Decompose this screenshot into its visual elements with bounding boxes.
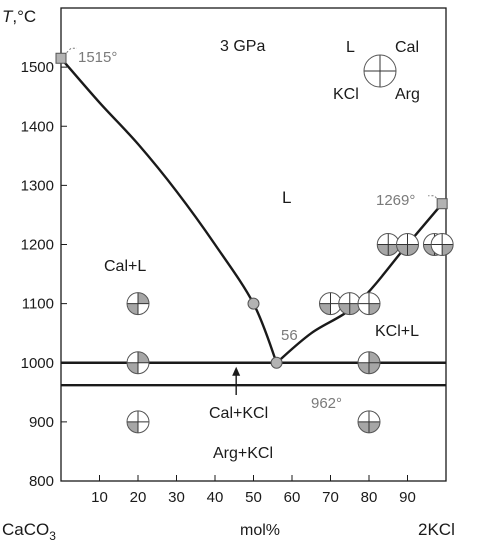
symbol-quadrant-fill: [396, 244, 408, 256]
y-tick-label: 900: [29, 414, 54, 431]
symbol-quadrant-fill: [127, 362, 138, 374]
x-axis-label: mol%: [240, 522, 280, 539]
symbol-outline: [357, 351, 381, 375]
field-label-cal-l: Cal+L: [104, 258, 146, 275]
eutectic-point: [270, 356, 283, 369]
experiment-symbol: [126, 351, 150, 375]
symbol-outline: [396, 233, 419, 256]
y-tick-label: 1400: [21, 118, 54, 135]
x-tick-label: 50: [245, 489, 262, 506]
label-layer: T,°C 3 GPa CaCO3 mol% 2KCl L Cal+L KCl+L…: [2, 7, 455, 543]
symbol-quadrant-fill: [127, 421, 138, 433]
legend-label-top-right: Cal: [395, 39, 419, 56]
symbol-outline: [126, 292, 150, 316]
symbol-outline: [363, 54, 397, 88]
y-tick-label: 1500: [21, 59, 54, 76]
symbol-quadrant-fill: [138, 292, 149, 304]
experiment-symbol: [126, 292, 150, 316]
field-label-cal-kcl: Cal+KCl: [209, 405, 268, 422]
field-label-liquid: L: [282, 188, 291, 207]
experiment-symbol: [357, 292, 381, 316]
x-tick-label: 40: [207, 489, 224, 506]
y-tick-label: 1300: [21, 177, 54, 194]
experiment-symbol: [338, 292, 362, 316]
liquidus-curve-calcite: [60, 57, 278, 364]
melting-point-label-caco3: 1515°: [78, 49, 117, 66]
y-tick-label: 1100: [22, 296, 54, 313]
symbol-quadrant-fill: [127, 303, 138, 315]
field-label-kcl-l: KCl+L: [375, 323, 419, 340]
symbol-quadrant-fill: [369, 303, 380, 315]
symbol-quadrant-fill: [442, 244, 454, 256]
symbol-quadrant-fill: [369, 351, 380, 363]
x-right-endmember: 2KCl: [418, 520, 455, 539]
y-axis-label: T,°C: [2, 7, 36, 26]
y-tick-label: 1200: [21, 237, 54, 254]
experiment-symbol: [396, 233, 419, 256]
tick-layer: 800 900 1000 1100 1200 1300 1400 1500 10 20 30 40 50…: [21, 59, 416, 506]
field-label-arg-kcl: Arg+KCl: [213, 445, 273, 462]
legend-label-bottom-left: KCl: [333, 86, 359, 103]
x-tick-label: 90: [399, 489, 416, 506]
point-layer: [55, 52, 454, 434]
experiment-symbol: [430, 233, 454, 256]
experiment-symbol: [376, 233, 400, 256]
x-tick-label: 10: [91, 489, 108, 506]
y-tick-label: 1000: [21, 355, 54, 372]
symbol-quadrant-fill: [407, 244, 419, 256]
x-left-endmember: CaCO3: [2, 520, 56, 543]
symbol-quadrant-fill: [338, 303, 350, 315]
liquidus-point: [247, 297, 260, 310]
x-tick-label: 70: [322, 489, 339, 506]
symbol-quadrant-fill: [369, 421, 380, 433]
symbol-outline: [357, 410, 381, 434]
eutectic-label: 56: [281, 327, 298, 344]
symbol-quadrant-fill: [358, 421, 369, 433]
symbol-quadrant-fill: [377, 244, 389, 256]
symbol-quadrant-fill: [358, 362, 369, 374]
legend-symbol: [363, 54, 397, 88]
symbol-outline: [430, 233, 454, 256]
curve-layer: [60, 47, 446, 395]
melting-point-marker: [436, 198, 448, 210]
symbol-quadrant-fill: [138, 351, 149, 363]
experiment-symbol: [126, 410, 150, 434]
x-tick-label: 20: [130, 489, 147, 506]
experiment-symbol: [319, 292, 342, 316]
y-tick-label: 800: [29, 473, 54, 490]
experiment-symbol: [357, 351, 381, 375]
melting-point-label-kcl: 1269°: [376, 192, 415, 209]
x-tick-label: 80: [361, 489, 378, 506]
symbol-outline: [126, 410, 150, 434]
legend-label-bottom-right: Arg: [395, 86, 420, 103]
legend-label-top-left: L: [346, 39, 355, 56]
symbol-quadrant-fill: [369, 362, 380, 374]
x-tick-label: 30: [168, 489, 185, 506]
experiment-symbol: [357, 410, 381, 434]
symbol-quadrant-fill: [319, 303, 331, 315]
transition-arrow-head: [232, 366, 241, 376]
pressure-label: 3 GPa: [220, 38, 265, 55]
x-tick-label: 60: [284, 489, 301, 506]
symbol-outline: [126, 351, 150, 375]
melting-point-marker: [55, 52, 67, 64]
transition-label: 962°: [311, 395, 342, 412]
symbol-outline: [357, 292, 381, 316]
